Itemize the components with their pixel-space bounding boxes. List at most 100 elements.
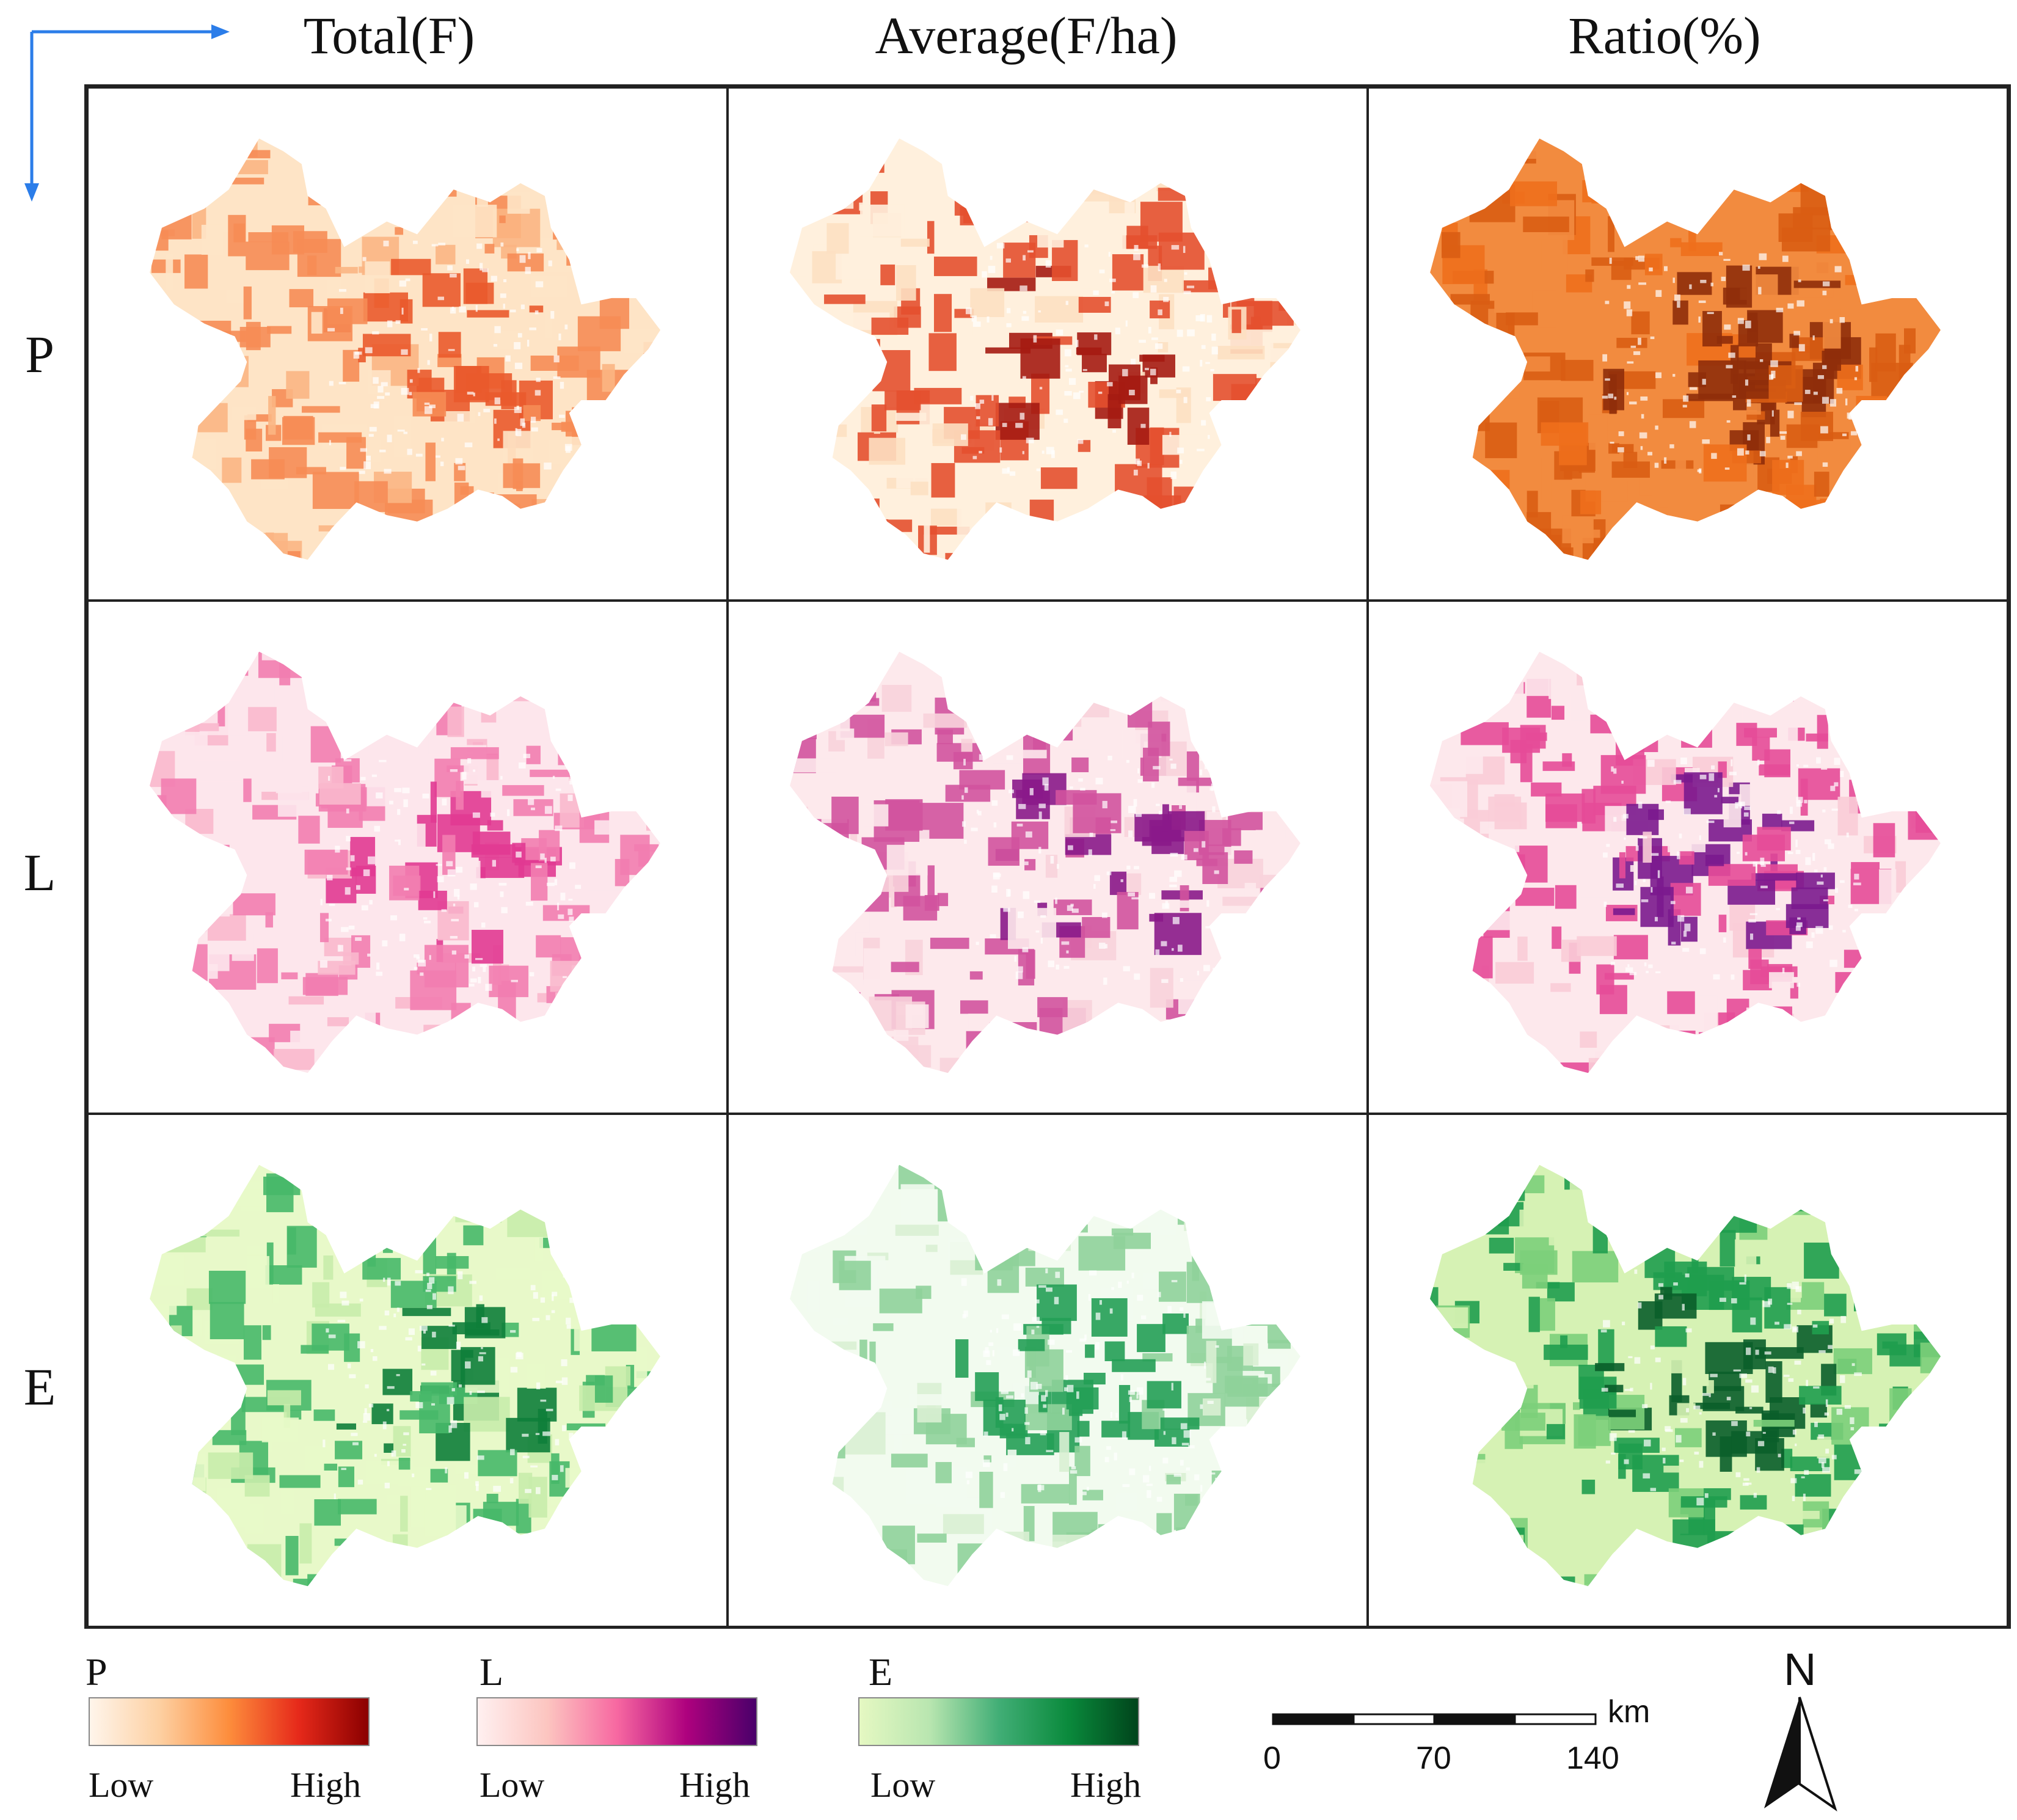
map-district [205, 538, 241, 560]
map-gap [390, 915, 397, 921]
map-district [928, 333, 957, 371]
map-district [813, 138, 838, 152]
map-gap [1206, 1378, 1211, 1381]
map-district [936, 743, 983, 762]
map-gap [1211, 783, 1214, 791]
map-district [819, 1164, 828, 1180]
map-district [594, 820, 638, 835]
map-district [1760, 1006, 1792, 1040]
map-district [966, 1031, 998, 1073]
map-gap [1624, 1459, 1629, 1464]
map-gap [351, 1433, 358, 1436]
map-district [1780, 138, 1787, 152]
map-district [1632, 1455, 1679, 1492]
map-district [1806, 733, 1828, 742]
map-district [798, 346, 839, 382]
map-district [595, 1507, 613, 1525]
map-district [307, 255, 317, 276]
map-district [891, 962, 919, 973]
map-gap [436, 864, 442, 866]
map-gap [1611, 766, 1614, 772]
map-gap [1209, 788, 1215, 791]
map-district [1046, 558, 1074, 560]
map-gap [422, 793, 429, 799]
map-district [1801, 1201, 1845, 1224]
map-gap [520, 418, 525, 426]
map-district [313, 1582, 324, 1587]
map-district [1445, 808, 1461, 822]
map-district [790, 1543, 804, 1574]
map-gap [544, 462, 552, 470]
map-gap [1056, 409, 1063, 415]
map-district [1448, 936, 1493, 979]
map-gap [971, 827, 978, 831]
map-district [425, 442, 436, 481]
map-panel-e-2 [728, 1114, 1368, 1627]
map-gap [1084, 244, 1089, 247]
map-district [1039, 1045, 1082, 1073]
map-gap [1787, 1303, 1793, 1305]
map-district [1900, 572, 1915, 599]
map-district [1455, 523, 1487, 533]
map-district [562, 989, 600, 1013]
map-gap [1806, 1380, 1809, 1386]
map-district [322, 651, 363, 667]
map-gap [1779, 431, 1787, 434]
map-gap [1665, 1426, 1671, 1431]
map-district [1159, 389, 1191, 398]
map-gap [1043, 1404, 1047, 1408]
map-district [628, 454, 661, 491]
map-district [593, 705, 640, 742]
map-gap [1605, 1460, 1611, 1464]
map-gap [530, 1465, 538, 1467]
map-district [231, 1393, 246, 1435]
map-gap [1731, 1298, 1737, 1304]
map-gap [1029, 788, 1034, 795]
map-district [842, 549, 886, 560]
map-gap [1023, 891, 1030, 899]
map-district [833, 932, 856, 956]
map-district [422, 273, 461, 307]
map-district [1137, 1081, 1162, 1094]
map-district [601, 494, 642, 528]
map-gap [1137, 779, 1143, 783]
map-gap [1009, 471, 1016, 476]
map-district [1720, 1436, 1732, 1472]
map-gap [1798, 344, 1805, 352]
map-district [173, 411, 198, 422]
map-gap [1074, 1437, 1082, 1443]
map-district [1430, 1553, 1457, 1570]
map-district [150, 1018, 162, 1032]
map-gap [1608, 393, 1614, 398]
map-gap [1071, 1466, 1076, 1469]
map-district [302, 406, 340, 413]
map-gap [961, 795, 964, 800]
map-district [1207, 1191, 1220, 1230]
map-district [1200, 1083, 1216, 1113]
map-gap [479, 1352, 486, 1354]
map-gap [1108, 252, 1111, 257]
map-district [1858, 746, 1894, 784]
map-district [1789, 334, 1800, 348]
map-district [648, 1461, 661, 1467]
map-district [1139, 354, 1165, 362]
map-gap [1134, 244, 1139, 251]
map-district [456, 781, 464, 810]
map-district [1262, 937, 1301, 962]
map-gap [1707, 312, 1714, 315]
map-district [1828, 151, 1876, 160]
map-district [1800, 1080, 1830, 1100]
map-district [938, 1184, 954, 1222]
map-gap [991, 800, 998, 806]
map-gap [1627, 964, 1630, 968]
map-district [985, 1169, 1027, 1177]
map-district [1027, 656, 1062, 689]
map-district [647, 1411, 661, 1442]
map-gap [1040, 1430, 1046, 1436]
map-gap [1750, 1317, 1756, 1325]
map-gap [1836, 387, 1843, 394]
map-district [1092, 505, 1140, 515]
map-gap [1131, 1273, 1134, 1279]
map-district [647, 1242, 661, 1252]
map-district [1509, 655, 1550, 696]
